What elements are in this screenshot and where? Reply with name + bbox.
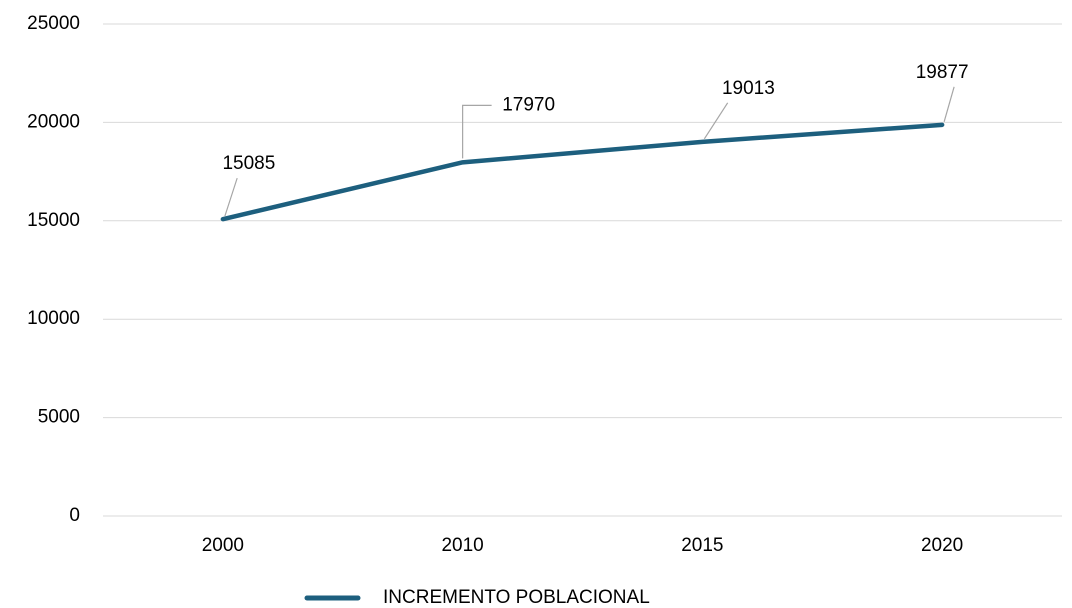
data-label: 19877 bbox=[916, 62, 969, 83]
y-tick-label: 5000 bbox=[38, 407, 80, 428]
x-tick-label: 2015 bbox=[681, 535, 723, 556]
x-tick-label: 2000 bbox=[202, 535, 244, 556]
y-tick-label: 10000 bbox=[27, 308, 80, 329]
leader-line bbox=[462, 104, 492, 159]
x-tick-label: 2020 bbox=[921, 535, 963, 556]
leader-line bbox=[703, 102, 729, 140]
y-tick-label: 20000 bbox=[27, 111, 80, 132]
data-label: 17970 bbox=[502, 94, 555, 115]
y-tick-label: 25000 bbox=[27, 13, 80, 34]
data-label: 15085 bbox=[222, 153, 275, 174]
leader-line bbox=[224, 177, 238, 217]
data-label: 19013 bbox=[722, 78, 775, 99]
leader-line bbox=[943, 86, 955, 122]
y-tick-label: 0 bbox=[69, 505, 80, 526]
legend-label: INCREMENTO POBLACIONAL bbox=[383, 587, 650, 608]
x-tick-label: 2010 bbox=[441, 535, 483, 556]
y-tick-label: 15000 bbox=[27, 210, 80, 231]
data-line bbox=[220, 122, 945, 222]
